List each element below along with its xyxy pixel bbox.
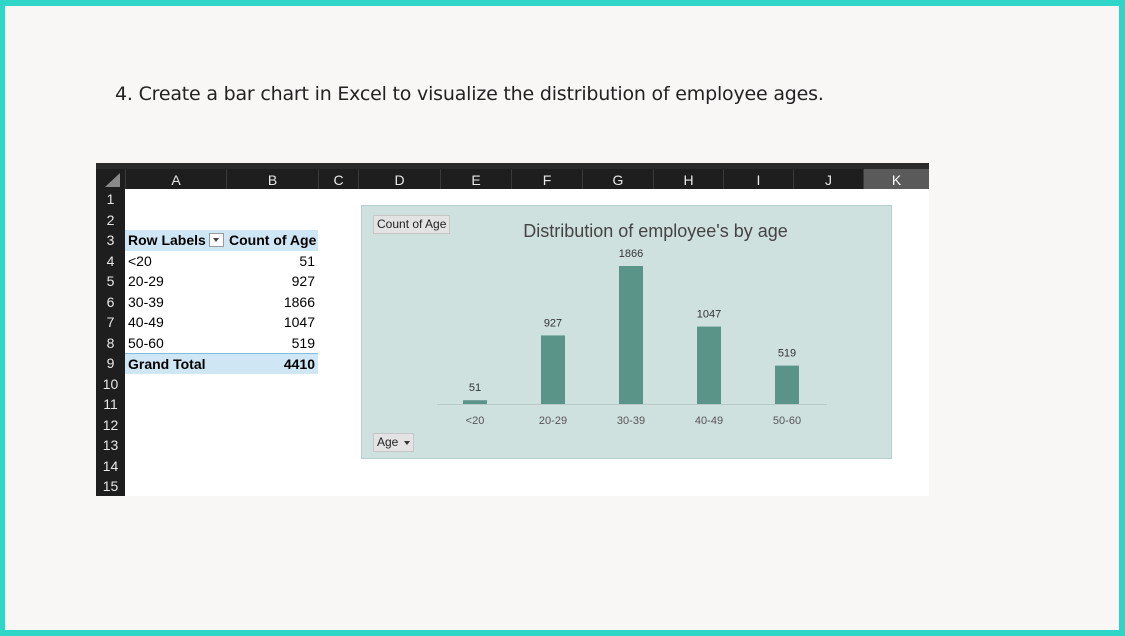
select-all-corner[interactable] [96,169,125,189]
slide-heading: 4. Create a bar chart in Excel to visual… [115,83,824,105]
row-header[interactable]: 1 [106,191,115,207]
column-header-d[interactable]: D [358,169,440,189]
column-header-g[interactable]: G [582,169,653,189]
pivot-grand-total-label[interactable]: Grand Total [125,353,226,374]
data-label: 519 [778,348,796,360]
row-header[interactable]: 12 [102,416,119,433]
pivot-row-value[interactable]: 51 [299,252,315,269]
bar[interactable] [463,400,487,404]
column-header-c[interactable]: C [318,169,358,189]
column-header-k[interactable]: K [863,169,929,189]
row-header[interactable]: 6 [106,293,115,310]
x-tick-label: 30-39 [617,415,645,427]
row-header[interactable]: 8 [106,334,115,351]
row-header[interactable]: 3 [106,232,115,248]
slide: 4. Create a bar chart in Excel to visual… [5,6,1119,630]
row-header[interactable]: 5 [106,273,115,289]
bar[interactable] [619,266,643,404]
pivot-row-label[interactable]: 50-60 [128,334,164,351]
count-of-age-field-button[interactable]: Count of Age [373,215,451,234]
x-tick-label: 50-60 [773,415,801,427]
column-header-e[interactable]: E [440,169,511,189]
bar[interactable] [775,365,799,404]
data-label: 1866 [619,248,643,260]
row-header[interactable]: 9 [106,355,115,371]
bar[interactable] [541,335,565,404]
row-headers: 1 2 3 4 5 6 7 8 9 10 11 12 13 14 15 [96,189,125,496]
x-tick-label: 20-29 [539,415,567,427]
age-field-button[interactable]: Age [373,433,415,452]
chevron-down-icon [404,440,411,445]
pivot-row-value[interactable]: 927 [291,273,315,289]
column-header-j[interactable]: J [793,169,863,189]
column-header-i[interactable]: I [723,169,793,189]
data-label: 1047 [697,309,721,321]
row-header[interactable]: 7 [106,314,115,330]
select-all-icon [105,173,120,187]
pivot-row-label[interactable]: 20-29 [128,273,164,289]
data-label: 927 [544,317,562,329]
pivot-row-label[interactable]: 30-39 [128,293,164,310]
column-header-a[interactable]: A [125,169,226,189]
chart-title: Distribution of employee's by age [523,221,788,241]
pivot-bar-chart[interactable]: Count of Age Distribution of employee's … [361,205,892,459]
data-label: 51 [469,382,481,394]
row-header[interactable]: 11 [103,396,118,412]
pivot-row-value[interactable]: 1866 [283,293,315,310]
pivot-row-value[interactable]: 1047 [283,314,315,330]
row-header[interactable]: 10 [102,375,119,392]
row-header[interactable]: 4 [106,252,115,269]
row-header[interactable]: 15 [102,478,119,494]
x-tick-label: <20 [466,415,485,427]
pivot-row-label[interactable]: 40-49 [128,314,164,330]
pivot-header-row-labels[interactable]: Row Labels [125,230,226,251]
pivot-grand-total-value[interactable]: 4410 [226,353,318,374]
column-headers: A B C D E F G H I J K [96,169,929,189]
row-labels-filter-icon[interactable] [208,232,224,247]
row-header[interactable]: 14 [102,457,119,474]
pivot-row-value[interactable]: 519 [291,334,315,351]
excel-sheet-screenshot: A B C D E F G H I J K 1 2 3 4 5 6 7 8 9 … [96,163,929,496]
pivot-row-label[interactable]: <20 [128,252,152,269]
row-header[interactable]: 2 [106,211,115,228]
pivot-header-count-of-age[interactable]: Count of Age [226,230,318,251]
column-header-f[interactable]: F [511,169,582,189]
bar[interactable] [697,326,721,404]
row-header[interactable]: 13 [102,437,119,453]
column-header-h[interactable]: H [653,169,723,189]
column-header-b[interactable]: B [226,169,318,189]
age-field-button-label: Age [377,435,399,449]
x-tick-label: 40-49 [695,415,723,427]
pivot-header-row-labels-text: Row Labels [128,232,206,248]
chart-plot-area: 51 <20 927 20-29 1866 30-39 1047 40-49 519 50-60 [437,248,827,427]
ribbon-edge [96,163,929,169]
